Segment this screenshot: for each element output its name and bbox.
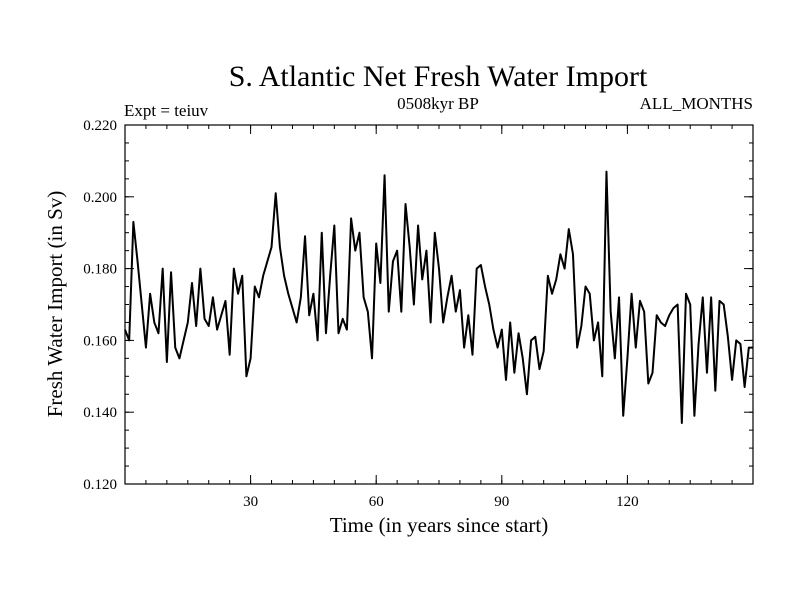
- x-axis-label: Time (in years since start): [330, 513, 549, 537]
- y-tick-label: 0.220: [83, 118, 117, 134]
- chart-title: S. Atlantic Net Fresh Water Import: [229, 60, 648, 93]
- x-tick-label: 90: [494, 494, 509, 510]
- x-tick-label: 120: [616, 494, 639, 510]
- left-annotation: Expt = teiuv: [124, 101, 209, 120]
- y-axis-label: Fresh Water Import (in Sv): [43, 191, 67, 418]
- y-tick-label: 0.140: [83, 405, 117, 421]
- y-tick-label: 0.180: [83, 262, 117, 278]
- plot-frame: [124, 124, 754, 485]
- y-tick-label: 0.120: [83, 477, 117, 493]
- series-line: [124, 170, 753, 424]
- series-layer: [124, 170, 753, 424]
- axis-tick-labels: 30 60 90 120 0.120 0.140 0.160 0.180 0.200 0.220: [83, 118, 638, 510]
- y-tick-label: 0.160: [83, 333, 117, 349]
- axis-ticks: [124, 124, 754, 485]
- x-tick-label: 30: [243, 494, 258, 510]
- y-tick-label: 0.200: [83, 190, 117, 206]
- right-annotation: ALL_MONTHS: [640, 94, 753, 113]
- chart-subtitle: 0508kyr BP: [397, 94, 479, 113]
- x-tick-label: 60: [369, 494, 384, 510]
